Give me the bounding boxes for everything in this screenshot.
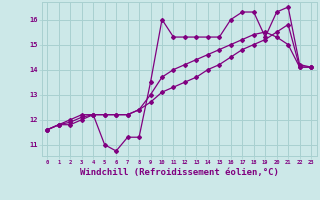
X-axis label: Windchill (Refroidissement éolien,°C): Windchill (Refroidissement éolien,°C) <box>80 168 279 177</box>
